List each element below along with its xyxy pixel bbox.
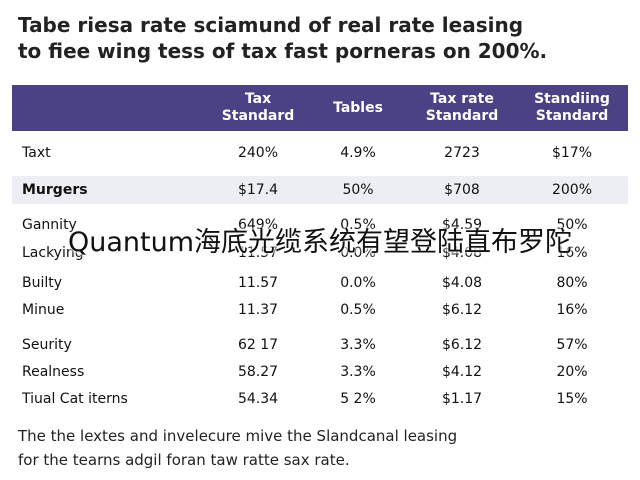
table-row: Seurity 62 17 3.3% $6.12 57% — [12, 331, 628, 359]
row-label: Minue — [22, 302, 65, 318]
table-row: Murgers $17.4 50% $708 200% — [12, 176, 628, 204]
table-cell: 0.5% — [340, 217, 376, 233]
table-cell: 15% — [556, 391, 588, 407]
title: Tabe riesa rate sciamund of real rate le… — [18, 12, 628, 64]
table-cell: 3.3% — [340, 364, 376, 380]
table: Tax Standard Tables Tax rate Standard Stand… — [12, 85, 628, 415]
table-row: Tiual Cat iterns 54.34 5 2% $1.17 15% — [12, 385, 628, 413]
table-cell: $4.08 — [441, 275, 483, 291]
table-row: Realness 58.27 3.3% $4.12 20% — [12, 358, 628, 386]
table-cell: $4.08 — [441, 245, 483, 261]
footer-line: for the tearns adgil foran taw ratte sax… — [18, 451, 350, 469]
table-cell: $17.4 — [237, 182, 279, 198]
table-cell: 11.57 — [237, 245, 279, 261]
header-cell: Tables — [333, 99, 383, 116]
row-label: Lackying — [22, 245, 84, 261]
row-label: Taxt — [22, 145, 51, 161]
table-cell: 240% — [237, 145, 279, 161]
row-label: Gannity — [22, 217, 77, 233]
header-cell: Standiing Standard — [534, 91, 610, 124]
table-cell: $1.17 — [441, 391, 483, 407]
table-cell: $17% — [551, 145, 593, 161]
table-cell: $4.12 — [441, 364, 483, 380]
table-cell: 0.0% — [340, 275, 376, 291]
table-cell: 16% — [556, 302, 588, 318]
footer: The the lextes and invelecure mive the S… — [18, 424, 457, 472]
footer-line: The the lextes and invelecure mive the S… — [18, 427, 458, 445]
table-row: Gannity 649% 0.5% $4.59 50% — [12, 211, 628, 239]
table-row: Lackying 11.57 0.0% $4.08 16% — [12, 239, 628, 267]
table-cell: 0.5% — [340, 302, 376, 318]
table-cell: 200% — [551, 182, 593, 198]
table-cell: 11.57 — [237, 275, 279, 291]
table-cell: 58.27 — [237, 364, 279, 380]
table-cell: 50% — [556, 217, 588, 233]
table-cell: $6.12 — [441, 337, 483, 353]
row-label: Murgers — [22, 182, 88, 198]
overlay-caption: Quantum海底光缆系统有望登陆直布罗陀 — [67, 227, 573, 258]
table-cell: 4.9% — [340, 145, 376, 161]
table-row: Builty 11.57 0.0% $4.08 80% — [12, 269, 628, 297]
table-cell: 20% — [556, 364, 588, 380]
row-label: Tiual Cat iterns — [22, 391, 128, 407]
table-cell: 3.3% — [340, 337, 376, 353]
header-cell: Tax rate Standard — [425, 91, 499, 124]
table-cell: 0.0% — [340, 245, 376, 261]
row-label: Realness — [22, 364, 85, 380]
table-row: Taxt 240% 4.9% 2723 $17% — [12, 139, 628, 167]
row-label: Seurity — [22, 337, 72, 353]
title-line: Tabe riesa rate sciamund of real rate le… — [18, 13, 524, 37]
table-cell: $708 — [444, 182, 480, 198]
table-cell: 80% — [556, 275, 588, 291]
table-cell: 50% — [342, 182, 374, 198]
table-cell: 649% — [237, 217, 279, 233]
table-cell: 62 17 — [237, 337, 279, 353]
table-cell: 57% — [556, 337, 588, 353]
row-label: Builty — [22, 275, 63, 291]
table-cell: $6.12 — [441, 302, 483, 318]
header-cell: Tax Standard — [221, 91, 295, 124]
table-row: Minue 11.37 0.5% $6.12 16% — [12, 296, 628, 324]
table-cell: $4.59 — [441, 217, 483, 233]
table-cell: 2723 — [444, 145, 480, 161]
table-header: Tax Standard Tables Tax rate Standard Stand… — [12, 85, 628, 131]
table-cell: 11.37 — [237, 302, 279, 318]
table-cell: 5 2% — [340, 391, 376, 407]
table-cell: 54.34 — [237, 391, 279, 407]
table-cell: 16% — [556, 245, 588, 261]
title-line: to fiee wing tess of tax fast porneras o… — [18, 39, 548, 63]
